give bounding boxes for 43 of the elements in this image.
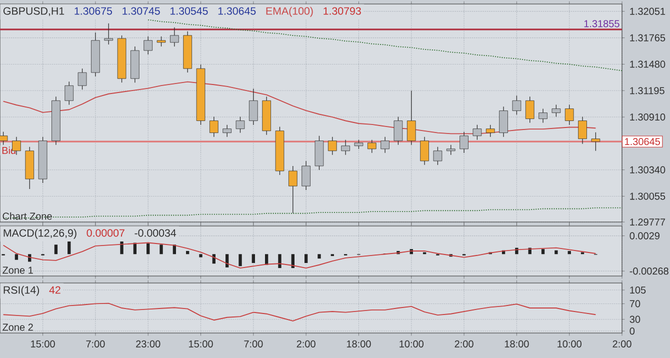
y-tick-label: 0: [630, 328, 635, 335]
text: 1.30645: [625, 138, 660, 146]
text: EMA(100): [266, 6, 313, 17]
annotation: 1.30545: [170, 7, 208, 15]
x-tick-label: 2:00: [296, 340, 316, 348]
annotation: 0.00007: [86, 229, 124, 237]
x-tick-label: 23:00: [136, 340, 160, 348]
y-tick-label: 105: [630, 286, 646, 294]
x-tick-label: 10:00: [558, 340, 582, 348]
x-tick-label: 18:00: [504, 340, 529, 348]
y-tick-label: 30: [630, 316, 640, 323]
x-tick-label: 2:00: [454, 340, 474, 348]
x-tick-label: 7:00: [86, 340, 105, 348]
x-tick-label: 18:00: [346, 340, 371, 348]
y-tick-label: 1.30055: [630, 192, 666, 200]
chart-title: MACD(12,26,9): [4, 228, 76, 239]
chart-title: RSI(14): [4, 286, 40, 296]
x-tick-label: 15:00: [189, 340, 213, 348]
x-tick-label: 7:00: [244, 340, 263, 348]
y-tick-label: -0.00268: [630, 268, 668, 275]
y-tick-label: 0.0029: [630, 232, 660, 240]
y-tick-label: 1.31195: [630, 87, 664, 94]
annotation: 1.30745: [122, 7, 160, 15]
chart-title: GBPUSD,H1: [3, 7, 64, 16]
annotation: Zone 2: [2, 324, 33, 331]
annotation: 1.30675: [74, 7, 112, 15]
y-tick-label: 1.31480: [630, 60, 666, 68]
annotation: 1.30645: [218, 7, 256, 15]
y-tick-label: 1.29777: [630, 218, 666, 226]
x-tick-label: 2:00: [612, 340, 632, 348]
x-tick-label: 10:00: [400, 340, 424, 348]
annotation: Chart Zone: [2, 212, 52, 220]
ref-line-label: 1.31855: [584, 20, 620, 28]
y-tick-label: 70: [630, 300, 640, 308]
annotation: 1.30793: [324, 7, 361, 15]
annotation: 42: [49, 286, 60, 294]
x-tick-label: 15:00: [31, 340, 55, 348]
annotation: -0.00034: [134, 229, 176, 237]
y-tick-label: 1.32051: [630, 8, 666, 15]
y-tick-label: 1.30340: [630, 166, 666, 174]
y-tick-label: 1.31765: [630, 34, 666, 42]
annotation: Zone 1: [2, 266, 33, 274]
y-tick-label: 1.30910: [630, 113, 666, 121]
